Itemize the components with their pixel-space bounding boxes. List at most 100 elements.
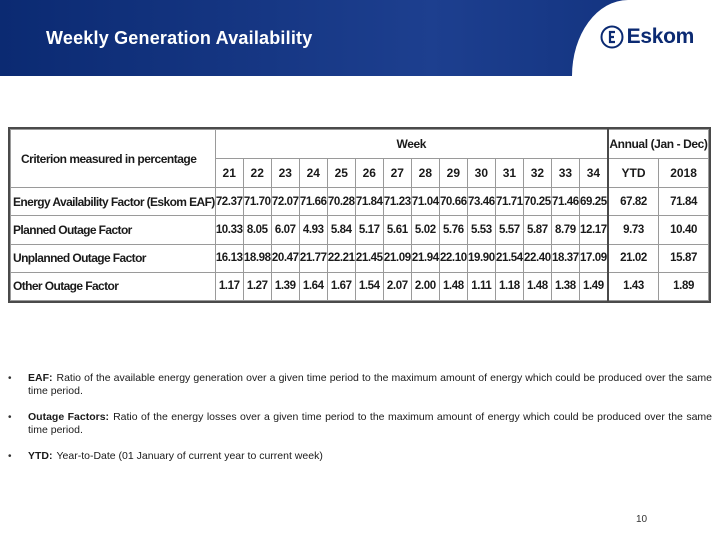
week-column-header: 22 [242, 158, 272, 188]
weekly-value-cell: 5.84 [326, 215, 356, 245]
week-column-header: 27 [382, 158, 412, 188]
definition-term: Outage Factors: [28, 411, 110, 423]
week-column-header: 34 [578, 158, 609, 188]
week-column-header: 21 [214, 158, 244, 188]
weekly-value-cell: 5.57 [494, 215, 524, 245]
annual-value-cell: 1.89 [658, 271, 709, 302]
weekly-value-cell: 21.09 [382, 243, 412, 273]
weekly-value-cell: 21.45 [354, 243, 384, 273]
definitions-list: • EAF: Ratio of the available energy gene… [8, 372, 712, 476]
criterion-header: Criterion measured in percentage [10, 129, 216, 188]
weekly-value-cell: 72.37 [214, 186, 244, 217]
weekly-value-cell: 2.00 [410, 271, 440, 302]
weekly-value-cell: 1.67 [326, 271, 356, 302]
row-label: Planned Outage Factor [10, 215, 216, 245]
bullet-icon: • [8, 451, 12, 462]
annual-value-cell: 71.84 [658, 186, 709, 217]
weekly-value-cell: 6.07 [270, 215, 300, 245]
table-row: Planned Outage Factor 10.33 8.05 6.07 4.93 5.… [10, 215, 709, 245]
annual-value-cell: 67.82 [606, 186, 660, 217]
definition-ytd: • YTD: Year-to-Date (01 January of curren… [8, 450, 712, 463]
weekly-value-cell: 71.71 [494, 186, 524, 217]
weekly-value-cell: 8.05 [242, 215, 272, 245]
weekly-value-cell: 4.93 [298, 215, 328, 245]
weekly-value-cell: 1.64 [298, 271, 328, 302]
weekly-value-cell: 5.53 [466, 215, 496, 245]
weekly-value-cell: 5.17 [354, 215, 384, 245]
weekly-value-cell: 71.46 [550, 186, 580, 217]
definition-text: Ratio of the available energy generation… [28, 372, 712, 397]
weekly-value-cell: 1.48 [438, 271, 468, 302]
annual-value-cell: 21.02 [606, 243, 660, 273]
weekly-value-cell: 71.84 [354, 186, 384, 217]
weekly-value-cell: 1.54 [354, 271, 384, 302]
logo-text: Eskom [626, 25, 695, 48]
row-label: Other Outage Factor [10, 271, 216, 302]
weekly-value-cell: 12.17 [578, 215, 609, 245]
weekly-value-cell: 70.28 [326, 186, 356, 217]
weekly-value-cell: 19.90 [466, 243, 496, 273]
weekly-value-cell: 71.70 [242, 186, 272, 217]
weekly-value-cell: 1.49 [578, 271, 609, 302]
week-column-header: 24 [298, 158, 328, 188]
definition-text: Year-to-Date (01 January of current year… [56, 450, 323, 462]
row-label: Energy Availability Factor (Eskom EAF) [10, 186, 216, 217]
weekly-value-cell: 21.54 [494, 243, 524, 273]
weekly-value-cell: 5.61 [382, 215, 412, 245]
annual-value-cell: 10.40 [658, 215, 709, 245]
weekly-value-cell: 70.66 [438, 186, 468, 217]
logo-panel: Eskom [572, 0, 720, 76]
weekly-value-cell: 71.04 [410, 186, 440, 217]
slide-header: Weekly Generation Availability Eskom [0, 0, 720, 76]
weekly-value-cell: 70.25 [522, 186, 552, 217]
annual-value-cell: 1.43 [606, 271, 660, 302]
weekly-value-cell: 72.07 [270, 186, 300, 217]
weekly-value-cell: 18.98 [242, 243, 272, 273]
eskom-logo: Eskom [600, 25, 694, 49]
annual-header: Annual (Jan - Dec) [606, 129, 709, 159]
weekly-value-cell: 1.11 [466, 271, 496, 302]
row-label: Unplanned Outage Factor [10, 243, 216, 273]
table-row: Other Outage Factor 1.17 1.27 1.39 1.64 1.67 1… [10, 271, 709, 302]
week-column-header: 23 [270, 158, 300, 188]
weekly-value-cell: 21.94 [410, 243, 440, 273]
week-column-header: 31 [494, 158, 524, 188]
weekly-value-cell: 5.76 [438, 215, 468, 245]
annual-value-cell: 15.87 [658, 243, 709, 273]
definition-term: EAF: [28, 372, 53, 384]
weekly-value-cell: 71.66 [298, 186, 328, 217]
definition-text: Ratio of the energy losses over a given … [28, 411, 713, 436]
weekly-value-cell: 1.48 [522, 271, 552, 302]
availability-table-container: Criterion measured in percentage Week An… [8, 127, 711, 303]
weekly-value-cell: 2.07 [382, 271, 412, 302]
week-column-header: 33 [550, 158, 580, 188]
bullet-icon: • [8, 373, 12, 384]
week-column-header: 32 [522, 158, 552, 188]
weekly-value-cell: 16.13 [214, 243, 244, 273]
weekly-value-cell: 1.18 [494, 271, 524, 302]
weekly-value-cell: 17.09 [578, 243, 609, 273]
definition-eaf: • EAF: Ratio of the available energy gene… [8, 372, 712, 398]
weekly-value-cell: 22.40 [522, 243, 552, 273]
annual-column-header: 2018 [658, 158, 709, 188]
week-column-header: 30 [466, 158, 496, 188]
availability-table: Criterion measured in percentage Week An… [10, 129, 709, 302]
weekly-value-cell: 71.23 [382, 186, 412, 217]
weekly-value-cell: 1.38 [550, 271, 580, 302]
weekly-value-cell: 69.25 [578, 186, 609, 217]
annual-value-cell: 9.73 [606, 215, 660, 245]
weekly-value-cell: 8.79 [550, 215, 580, 245]
weekly-value-cell: 22.21 [326, 243, 356, 273]
annual-column-header: YTD [606, 158, 660, 188]
weekly-value-cell: 1.39 [270, 271, 300, 302]
definition-outage-factors: • Outage Factors: Ratio of the energy los… [8, 411, 712, 437]
weekly-value-cell: 5.87 [522, 215, 552, 245]
weekly-value-cell: 21.77 [298, 243, 328, 273]
weekly-value-cell: 10.33 [214, 215, 244, 245]
table-row: Unplanned Outage Factor 16.13 18.98 20.47 21… [10, 243, 709, 273]
weekly-value-cell: 73.46 [466, 186, 496, 217]
week-column-header: 25 [326, 158, 356, 188]
weekly-value-cell: 18.37 [550, 243, 580, 273]
weekly-value-cell: 1.27 [242, 271, 272, 302]
weekly-value-cell: 1.17 [214, 271, 244, 302]
